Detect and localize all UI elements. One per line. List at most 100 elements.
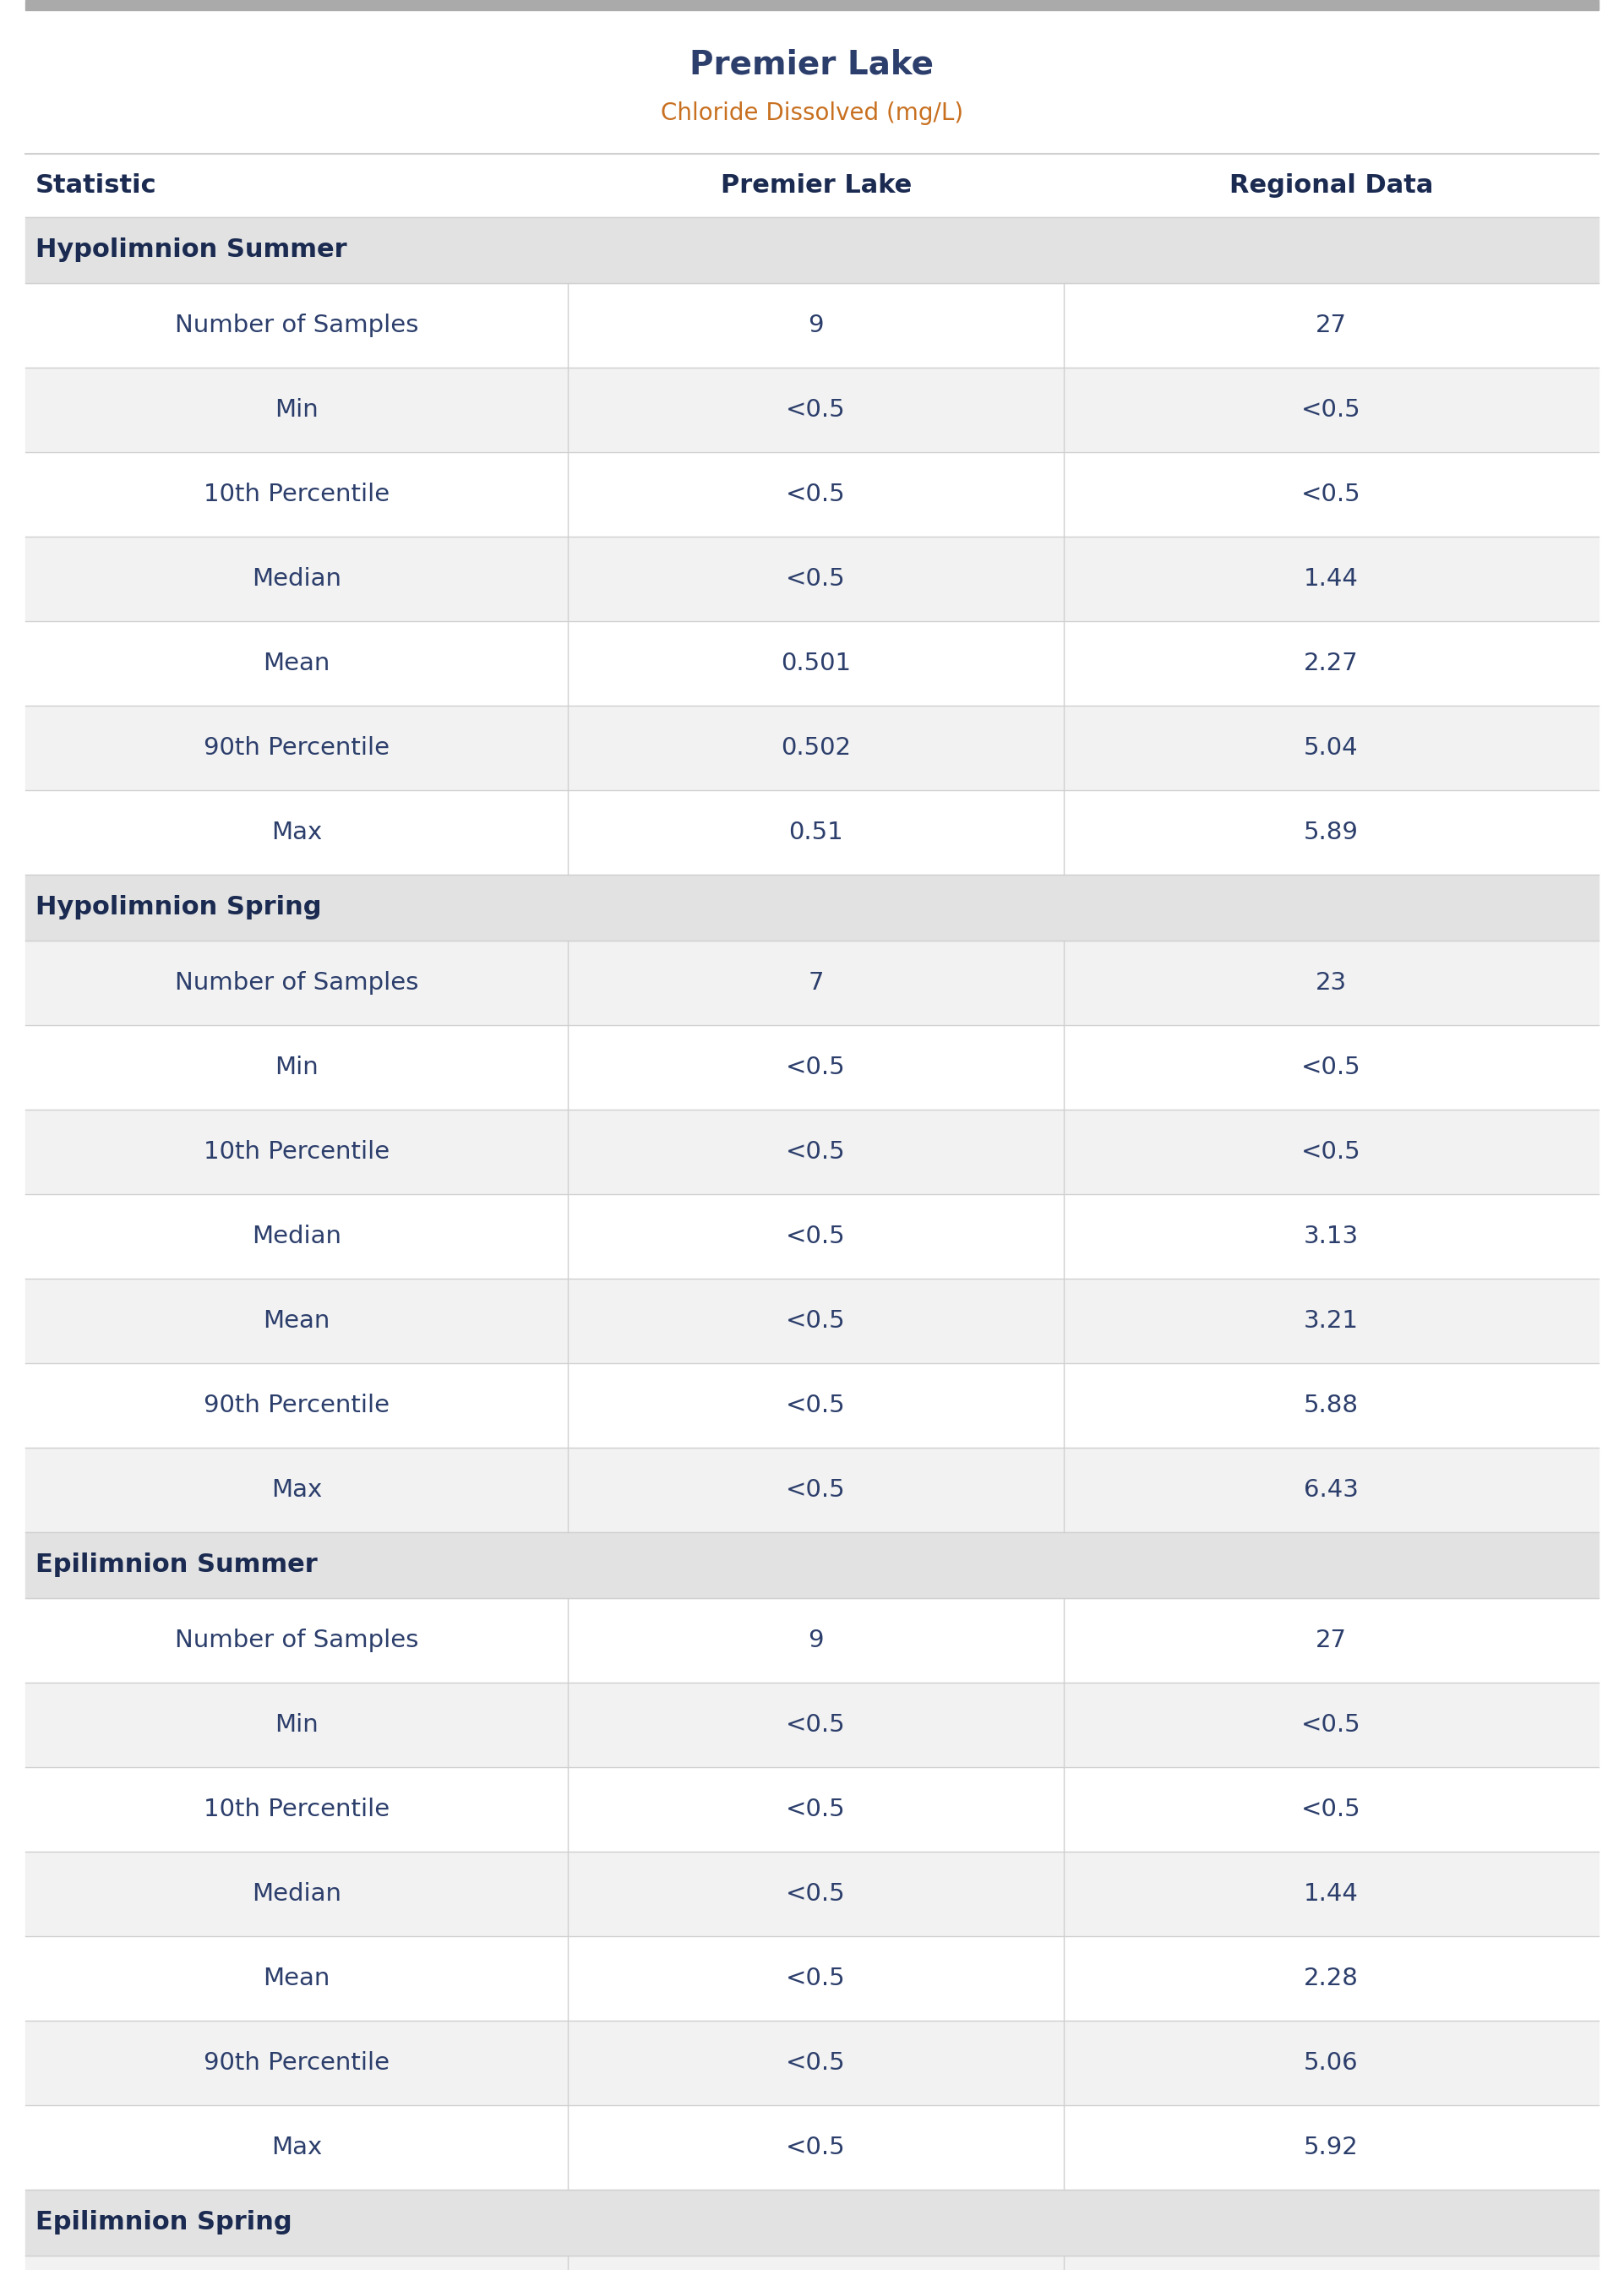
Text: <0.5: <0.5: [786, 568, 846, 590]
Bar: [26, 2104, 1598, 2191]
Text: Premier Lake: Premier Lake: [690, 48, 934, 82]
Text: Number of Samples: Number of Samples: [175, 972, 419, 994]
Text: <0.5: <0.5: [1301, 1714, 1361, 1737]
Text: <0.5: <0.5: [786, 1798, 846, 1821]
Bar: [26, 1110, 1598, 1194]
Bar: [26, 154, 1598, 218]
Text: Min: Min: [274, 397, 318, 422]
Text: Max: Max: [271, 2136, 322, 2159]
Bar: [26, 1682, 1598, 1766]
Text: Median: Median: [252, 568, 341, 590]
Text: 9: 9: [809, 313, 823, 338]
Bar: [26, 1532, 1598, 1598]
Text: 5.88: 5.88: [1304, 1394, 1359, 1416]
Text: 3.21: 3.21: [1304, 1310, 1359, 1332]
Bar: [26, 9, 1598, 154]
Bar: [26, 452, 1598, 536]
Text: Hypolimnion Spring: Hypolimnion Spring: [36, 894, 322, 919]
Bar: [26, 940, 1598, 1026]
Text: 5.89: 5.89: [1304, 822, 1359, 844]
Text: <0.5: <0.5: [786, 1056, 846, 1078]
Text: Hypolimnion Summer: Hypolimnion Summer: [36, 238, 348, 263]
Text: <0.5: <0.5: [786, 397, 846, 422]
Text: Mean: Mean: [263, 651, 330, 674]
Text: <0.5: <0.5: [1301, 1056, 1361, 1078]
Text: <0.5: <0.5: [786, 1140, 846, 1165]
Bar: [26, 1766, 1598, 1852]
Text: 2.27: 2.27: [1304, 651, 1359, 674]
Text: Min: Min: [274, 1714, 318, 1737]
Text: 27: 27: [1315, 1628, 1346, 1653]
Bar: [26, 622, 1598, 706]
Text: Epilimnion Spring: Epilimnion Spring: [36, 2211, 292, 2236]
Text: <0.5: <0.5: [786, 1714, 846, 1737]
Text: Max: Max: [271, 1478, 322, 1503]
Text: 5.06: 5.06: [1304, 2052, 1359, 2075]
Bar: [26, 0, 1598, 9]
Text: 90th Percentile: 90th Percentile: [203, 1394, 390, 1416]
Bar: [26, 1448, 1598, 1532]
Text: 10th Percentile: 10th Percentile: [203, 1798, 390, 1821]
Text: 10th Percentile: 10th Percentile: [203, 484, 390, 506]
Text: Median: Median: [252, 1882, 341, 1907]
Bar: [26, 1194, 1598, 1278]
Text: Chloride Dissolved (mg/L): Chloride Dissolved (mg/L): [661, 102, 963, 125]
Text: <0.5: <0.5: [1301, 397, 1361, 422]
Text: <0.5: <0.5: [786, 1882, 846, 1907]
Bar: [26, 2256, 1598, 2270]
Text: Mean: Mean: [263, 1310, 330, 1332]
Text: 9: 9: [809, 1628, 823, 1653]
Bar: [26, 368, 1598, 452]
Text: Statistic: Statistic: [36, 173, 158, 197]
Text: <0.5: <0.5: [786, 1310, 846, 1332]
Text: Regional Data: Regional Data: [1229, 173, 1432, 197]
Text: 0.502: 0.502: [781, 735, 851, 760]
Text: Epilimnion Summer: Epilimnion Summer: [36, 1553, 317, 1578]
Text: 90th Percentile: 90th Percentile: [203, 2052, 390, 2075]
Bar: [26, 1026, 1598, 1110]
Bar: [26, 790, 1598, 874]
Text: Number of Samples: Number of Samples: [175, 313, 419, 338]
Text: <0.5: <0.5: [1301, 1140, 1361, 1165]
Text: 5.92: 5.92: [1304, 2136, 1359, 2159]
Bar: [26, 706, 1598, 790]
Text: Median: Median: [252, 1224, 341, 1249]
Text: 0.51: 0.51: [789, 822, 843, 844]
Text: 0.501: 0.501: [781, 651, 851, 674]
Text: Mean: Mean: [263, 1966, 330, 1991]
Text: 23: 23: [1315, 972, 1346, 994]
Text: 7: 7: [809, 972, 823, 994]
Bar: [26, 1364, 1598, 1448]
Text: 6.43: 6.43: [1304, 1478, 1359, 1503]
Bar: [26, 218, 1598, 284]
Text: <0.5: <0.5: [786, 1478, 846, 1503]
Bar: [26, 536, 1598, 622]
Text: <0.5: <0.5: [1301, 1798, 1361, 1821]
Text: <0.5: <0.5: [786, 2136, 846, 2159]
Bar: [26, 2020, 1598, 2104]
Text: Number of Samples: Number of Samples: [175, 1628, 419, 1653]
Text: 5.04: 5.04: [1304, 735, 1359, 760]
Text: 90th Percentile: 90th Percentile: [203, 735, 390, 760]
Bar: [26, 1278, 1598, 1364]
Text: <0.5: <0.5: [786, 2052, 846, 2075]
Text: Premier Lake: Premier Lake: [721, 173, 911, 197]
Text: <0.5: <0.5: [786, 484, 846, 506]
Bar: [26, 1936, 1598, 2020]
Bar: [26, 284, 1598, 368]
Text: <0.5: <0.5: [786, 1224, 846, 1249]
Text: 10th Percentile: 10th Percentile: [203, 1140, 390, 1165]
Bar: [26, 1598, 1598, 1682]
Text: 2.28: 2.28: [1304, 1966, 1359, 1991]
Text: 1.44: 1.44: [1304, 568, 1359, 590]
Text: 1.44: 1.44: [1304, 1882, 1359, 1907]
Text: <0.5: <0.5: [786, 1394, 846, 1416]
Text: <0.5: <0.5: [786, 1966, 846, 1991]
Text: <0.5: <0.5: [1301, 484, 1361, 506]
Bar: [26, 874, 1598, 940]
Text: Min: Min: [274, 1056, 318, 1078]
Bar: [26, 2191, 1598, 2256]
Text: Max: Max: [271, 822, 322, 844]
Text: 27: 27: [1315, 313, 1346, 338]
Bar: [26, 1852, 1598, 1936]
